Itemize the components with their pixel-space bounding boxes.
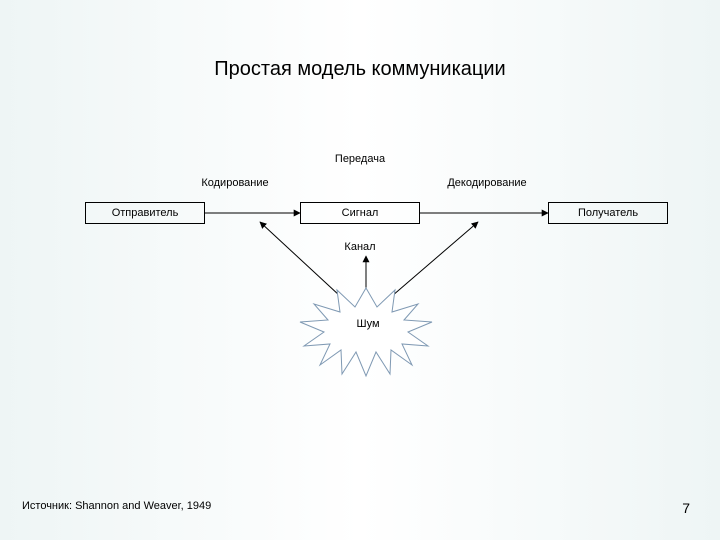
noise-starburst — [300, 288, 432, 376]
label-transmission: Передача — [330, 153, 390, 165]
box-receiver: Получатель — [548, 202, 668, 224]
source-citation: Источник: Shannon and Weaver, 1949 — [22, 500, 211, 512]
slide: Простая модель коммуникации Передача Код… — [0, 0, 720, 540]
page-title: Простая модель коммуникации — [0, 58, 720, 81]
label-decoding: Декодирование — [442, 177, 532, 189]
diagram-svg — [0, 0, 720, 540]
label-encoding: Кодирование — [195, 177, 275, 189]
box-sender: Отправитель — [85, 202, 205, 224]
noise-label: Шум — [348, 318, 388, 330]
label-channel: Канал — [340, 241, 380, 253]
arrow-noise-right — [392, 222, 478, 296]
page-number: 7 — [682, 500, 690, 516]
box-signal: Сигнал — [300, 202, 420, 224]
arrow-noise-left — [260, 222, 340, 296]
